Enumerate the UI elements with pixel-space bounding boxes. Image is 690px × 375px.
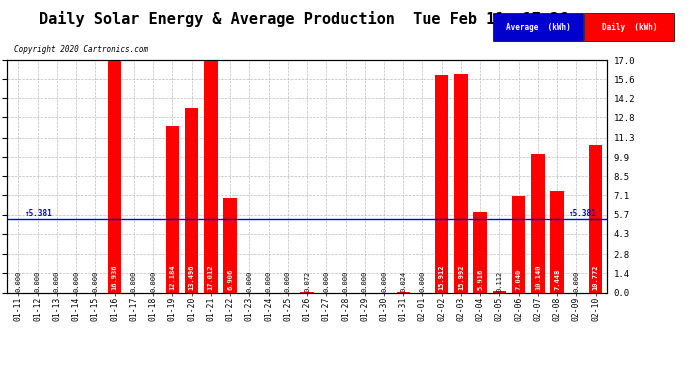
Text: Copyright 2020 Cartronics.com: Copyright 2020 Cartronics.com xyxy=(14,45,148,54)
Text: 0.112: 0.112 xyxy=(496,271,502,292)
Bar xyxy=(473,211,487,292)
Bar xyxy=(204,60,217,292)
Text: 0.000: 0.000 xyxy=(285,271,290,292)
Text: 0.000: 0.000 xyxy=(246,271,253,292)
Text: 7.040: 7.040 xyxy=(515,269,522,291)
Text: 15.912: 15.912 xyxy=(439,265,445,291)
Text: 0.000: 0.000 xyxy=(362,271,368,292)
Text: 13.496: 13.496 xyxy=(188,265,195,291)
Text: 17.012: 17.012 xyxy=(208,265,214,291)
Text: 0.000: 0.000 xyxy=(92,271,99,292)
Text: 6.906: 6.906 xyxy=(227,269,233,291)
Text: Average  (kWh): Average (kWh) xyxy=(506,22,571,32)
Text: 0.000: 0.000 xyxy=(266,271,272,292)
Text: 0.000: 0.000 xyxy=(131,271,137,292)
Text: 0.072: 0.072 xyxy=(304,271,310,292)
Bar xyxy=(589,145,602,292)
Text: 0.000: 0.000 xyxy=(324,271,329,292)
Text: 0.024: 0.024 xyxy=(400,271,406,292)
Text: Daily Solar Energy & Average Production  Tue Feb 11  17:26: Daily Solar Energy & Average Production … xyxy=(39,11,569,27)
Bar xyxy=(551,190,564,292)
Text: 12.184: 12.184 xyxy=(169,265,175,291)
Bar xyxy=(185,108,198,292)
Text: 0.000: 0.000 xyxy=(34,271,41,292)
Text: 0.000: 0.000 xyxy=(420,271,426,292)
Bar xyxy=(300,291,314,292)
Text: 15.992: 15.992 xyxy=(458,265,464,291)
Text: Daily  (kWh): Daily (kWh) xyxy=(602,22,657,32)
Text: 0.000: 0.000 xyxy=(15,271,21,292)
Text: 0.000: 0.000 xyxy=(342,271,348,292)
Bar xyxy=(493,291,506,292)
Bar xyxy=(108,61,121,292)
Text: 0.000: 0.000 xyxy=(381,271,387,292)
Bar xyxy=(224,198,237,292)
Bar xyxy=(531,154,544,292)
Text: 0.000: 0.000 xyxy=(150,271,156,292)
Bar xyxy=(166,126,179,292)
Text: ↑5.381: ↑5.381 xyxy=(24,209,52,218)
Text: 10.772: 10.772 xyxy=(593,265,599,291)
Bar xyxy=(435,75,448,292)
Bar xyxy=(512,196,525,292)
Text: 0.000: 0.000 xyxy=(54,271,60,292)
Text: 5.916: 5.916 xyxy=(477,269,483,291)
Text: 7.448: 7.448 xyxy=(554,269,560,291)
Bar xyxy=(454,74,468,292)
Text: 10.140: 10.140 xyxy=(535,265,541,291)
Text: 0.000: 0.000 xyxy=(573,271,580,292)
Text: 16.936: 16.936 xyxy=(112,265,118,291)
Text: ↑5.381: ↑5.381 xyxy=(568,209,595,218)
Text: 0.000: 0.000 xyxy=(73,271,79,292)
